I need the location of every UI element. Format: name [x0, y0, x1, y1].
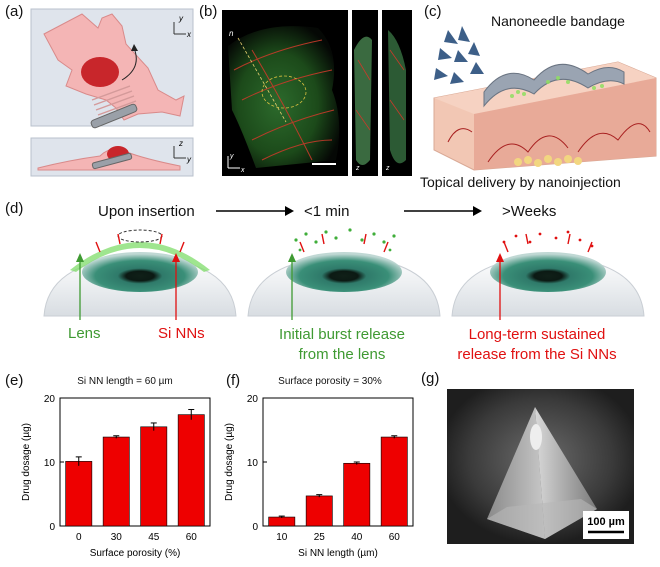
chart-f-xlabel: Si NN length (µm)	[298, 548, 378, 559]
sustained-release-label: Long-term sustained release from the Si …	[452, 325, 622, 365]
sustained-release-line-2: release from the Si NNs	[457, 346, 617, 363]
stage-upon-insertion: Upon insertion	[98, 203, 195, 220]
chart-e-bar	[140, 426, 168, 527]
side-view-1-signal	[354, 36, 372, 166]
needle-base	[487, 499, 597, 539]
red-fibers	[233, 39, 335, 161]
scale-bar-box	[583, 511, 629, 539]
burst-particles	[294, 228, 396, 252]
side-view-2-signal	[388, 30, 406, 164]
panel-c-illustration	[433, 26, 657, 171]
chart-e-ytick-label: 20	[44, 394, 56, 405]
panel-c-label: (c)	[424, 3, 442, 20]
needle-trace	[237, 37, 287, 123]
nanoneedles-3	[503, 233, 593, 253]
chart-e-bar	[102, 436, 130, 527]
cell-fluorescence	[228, 26, 340, 169]
burst-release-label: Initial burst release from the lens	[267, 325, 417, 365]
chart-e-xtick-label: 45	[148, 532, 160, 543]
panel-a-label: (a)	[5, 3, 24, 20]
fat-cells	[514, 155, 582, 167]
chart-e-xlabel: Surface porosity (%)	[90, 548, 181, 559]
stage-weeks: >Weeks	[502, 203, 557, 220]
lens-dashed-outline	[117, 229, 163, 243]
burst-release-line-2: from the lens	[298, 346, 386, 363]
stage-under-1-min: <1 min	[304, 203, 350, 220]
chart-e-xtick-label: 60	[186, 532, 198, 543]
nanoneedles-2	[299, 233, 389, 253]
chart-e-bar	[177, 414, 205, 527]
rotation-arrowhead	[131, 44, 138, 51]
bandage-title: Nanoneedle bandage	[491, 13, 625, 29]
green-release	[510, 76, 604, 98]
chart-f-ytick-label: 0	[252, 522, 258, 533]
chart-e-ytick-label: 0	[49, 522, 55, 533]
chart-e-bar	[65, 461, 93, 527]
axis-y-label-a: y	[178, 14, 184, 23]
chart-f-bar	[268, 516, 296, 527]
axis-x-label-b: x	[240, 167, 245, 174]
chart-f-bar	[380, 436, 408, 527]
chart-e-xtick-label: 0	[76, 532, 82, 543]
sustained-particles	[502, 230, 594, 248]
blood-vessels	[447, 123, 651, 163]
panel-b-label: (b)	[199, 3, 218, 20]
chart-f-ylabel: Drug dosage (µg)	[224, 423, 235, 501]
panel-a-illustration: y x z y	[30, 8, 194, 177]
chart-e-ytick-label: 10	[44, 458, 56, 469]
chart-f-xtick-label: 10	[276, 532, 288, 543]
panel-g-label: (g)	[421, 370, 440, 387]
chart-f: 0 10 20 Drug dosage (µg) 10 25 40 60 Si NN lengt…	[224, 394, 414, 559]
skin-side	[474, 78, 656, 170]
chart-e-ylabel: Drug dosage (µg)	[21, 423, 32, 501]
eye-2	[247, 228, 441, 317]
burst-release-line-1: Initial burst release	[279, 326, 405, 343]
axis-y2-label-a: y	[186, 155, 192, 164]
chart-e-xtick-label: 30	[111, 532, 123, 543]
needle-marker-label: n	[229, 29, 234, 38]
chart-e: 0 10 20 Drug dosage (µg) 0 30 45 60 Surface poro…	[21, 394, 211, 559]
chart-f-xtick-label: 25	[314, 532, 326, 543]
chart-f-bar	[305, 495, 333, 527]
si-nns-label: Si NNs	[158, 325, 205, 342]
nucleus	[81, 57, 119, 87]
eye-illustrations	[43, 228, 645, 320]
chart-f-ytick-label: 10	[247, 458, 259, 469]
axis-x-label-a: x	[186, 30, 192, 39]
lens-label: Lens	[68, 325, 101, 342]
nanoneedle-top	[90, 103, 138, 129]
chart-f-ytick-label: 20	[247, 394, 259, 405]
eye-3	[451, 230, 645, 317]
panel-b-micrograph: n y x z z	[222, 10, 412, 176]
rotation-arrow	[121, 47, 137, 81]
chart-f-title: Surface porosity = 30%	[278, 376, 382, 387]
scale-bar-label: 100 µm	[587, 516, 625, 528]
stage-arrows	[216, 206, 482, 216]
axis-z-label-a: z	[178, 139, 183, 148]
panel-f-label: (f)	[226, 372, 241, 389]
nucleus-outline	[261, 75, 307, 109]
axis-z-label-b1: z	[355, 165, 360, 172]
needle-cones	[434, 26, 484, 84]
axis-y-label-b: y	[229, 153, 234, 160]
chart-f-xtick-label: 60	[389, 532, 401, 543]
chart-f-bar	[343, 462, 371, 527]
needle-tip-pore	[530, 424, 542, 450]
bandage-caption: Topical delivery by nanoinjection	[420, 174, 621, 190]
chart-e-title: Si NN length = 60 µm	[77, 376, 173, 387]
bandage-strip	[483, 63, 625, 108]
axis-z-label-b2: z	[385, 165, 390, 172]
lens-layer	[70, 242, 210, 272]
eye-1	[43, 229, 237, 317]
panel-g-sem-image: 100 µm	[447, 389, 634, 544]
nanoneedles-1	[95, 233, 185, 253]
filaments	[91, 85, 137, 116]
nanoneedle-side	[91, 152, 133, 170]
panel-e-label: (e)	[5, 372, 24, 389]
panel-d-label: (d)	[5, 200, 24, 217]
sustained-release-line-1: Long-term sustained	[468, 326, 606, 343]
chart-f-xtick-label: 40	[351, 532, 363, 543]
